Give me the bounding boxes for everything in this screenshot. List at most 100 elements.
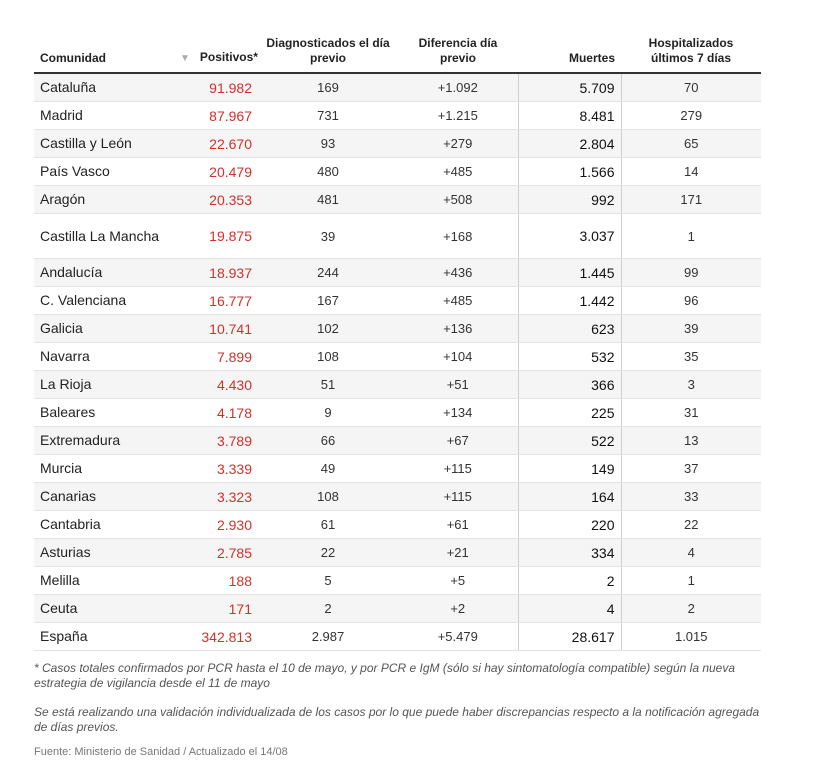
cell-positivos: 342.813 — [174, 623, 258, 651]
cell-comunidad: Navarra — [34, 343, 174, 371]
footnotes: * Casos totales confirmados por PCR hast… — [34, 661, 774, 760]
footnote-pcr: * Casos totales confirmados por PCR hast… — [34, 661, 774, 691]
cell-diagnosticados: 2.987 — [258, 623, 398, 651]
cell-diferencia: +136 — [398, 315, 518, 343]
cell-muertes: 8.481 — [518, 102, 621, 130]
cell-hospitalizados: 2 — [621, 595, 761, 623]
source-line: Fuente: Ministerio de Sanidad / Actualiz… — [34, 745, 774, 760]
table-row: Cataluña 91.982 169 +1.092 5.709 70 — [34, 73, 761, 102]
cell-positivos: 4.178 — [174, 399, 258, 427]
cell-comunidad: Asturias — [34, 539, 174, 567]
cell-positivos: 3.339 — [174, 455, 258, 483]
cell-muertes: 164 — [518, 483, 621, 511]
cell-diferencia: +485 — [398, 158, 518, 186]
cell-hospitalizados: 3 — [621, 371, 761, 399]
cell-diagnosticados: 39 — [258, 214, 398, 259]
cell-positivos: 22.670 — [174, 130, 258, 158]
header-positivos[interactable]: ▼ Positivos* — [174, 28, 258, 73]
cell-hospitalizados: 35 — [621, 343, 761, 371]
cell-muertes: 532 — [518, 343, 621, 371]
table-row: Melilla 188 5 +5 2 1 — [34, 567, 761, 595]
cell-positivos: 87.967 — [174, 102, 258, 130]
cell-hospitalizados: 65 — [621, 130, 761, 158]
cell-positivos: 20.353 — [174, 186, 258, 214]
cell-diagnosticados: 51 — [258, 371, 398, 399]
cell-hospitalizados: 33 — [621, 483, 761, 511]
cell-diferencia: +115 — [398, 455, 518, 483]
cell-muertes: 149 — [518, 455, 621, 483]
cell-comunidad: Ceuta — [34, 595, 174, 623]
table-row: Asturias 2.785 22 +21 334 4 — [34, 539, 761, 567]
cell-comunidad: Murcia — [34, 455, 174, 483]
cell-hospitalizados: 70 — [621, 73, 761, 102]
table-row: Andalucía 18.937 244 +436 1.445 99 — [34, 259, 761, 287]
cell-hospitalizados: 1 — [621, 567, 761, 595]
cell-positivos: 3.323 — [174, 483, 258, 511]
cell-hospitalizados: 14 — [621, 158, 761, 186]
table-row: Canarias 3.323 108 +115 164 33 — [34, 483, 761, 511]
cell-diferencia: +5.479 — [398, 623, 518, 651]
cell-positivos: 188 — [174, 567, 258, 595]
cell-diferencia: +436 — [398, 259, 518, 287]
table-row: Madrid 87.967 731 +1.215 8.481 279 — [34, 102, 761, 130]
cell-diferencia: +168 — [398, 214, 518, 259]
cell-muertes: 4 — [518, 595, 621, 623]
cell-diagnosticados: 2 — [258, 595, 398, 623]
cell-comunidad: Andalucía — [34, 259, 174, 287]
cell-muertes: 522 — [518, 427, 621, 455]
cell-muertes: 1.445 — [518, 259, 621, 287]
cell-hospitalizados: 37 — [621, 455, 761, 483]
header-diagnosticados[interactable]: Diagnosticados el día previo — [258, 28, 398, 73]
cell-diagnosticados: 93 — [258, 130, 398, 158]
cell-diagnosticados: 61 — [258, 511, 398, 539]
cell-comunidad: Galicia — [34, 315, 174, 343]
header-muertes[interactable]: Muertes — [518, 28, 621, 73]
cell-diferencia: +2 — [398, 595, 518, 623]
cell-comunidad: C. Valenciana — [34, 287, 174, 315]
cell-diferencia: +67 — [398, 427, 518, 455]
cell-comunidad: La Rioja — [34, 371, 174, 399]
cell-diferencia: +134 — [398, 399, 518, 427]
cell-muertes: 2.804 — [518, 130, 621, 158]
cell-muertes: 992 — [518, 186, 621, 214]
sort-desc-icon[interactable]: ▼ — [180, 53, 190, 64]
table-row: Cantabria 2.930 61 +61 220 22 — [34, 511, 761, 539]
cell-comunidad: Madrid — [34, 102, 174, 130]
table-row: Aragón 20.353 481 +508 992 171 — [34, 186, 761, 214]
cell-positivos: 4.430 — [174, 371, 258, 399]
header-comunidad[interactable]: Comunidad — [34, 28, 174, 73]
cell-muertes: 1.566 — [518, 158, 621, 186]
cell-positivos: 2.785 — [174, 539, 258, 567]
cell-comunidad: Extremadura — [34, 427, 174, 455]
cell-hospitalizados: 96 — [621, 287, 761, 315]
cell-comunidad: Cantabria — [34, 511, 174, 539]
cell-diagnosticados: 481 — [258, 186, 398, 214]
cell-hospitalizados: 1 — [621, 214, 761, 259]
header-positivos-label: Positivos* — [200, 50, 258, 64]
cell-comunidad: País Vasco — [34, 158, 174, 186]
cell-muertes: 3.037 — [518, 214, 621, 259]
cell-muertes: 225 — [518, 399, 621, 427]
cell-hospitalizados: 31 — [621, 399, 761, 427]
table-row: Ceuta 171 2 +2 4 2 — [34, 595, 761, 623]
cell-positivos: 91.982 — [174, 73, 258, 102]
cell-diagnosticados: 108 — [258, 343, 398, 371]
table-row: Castilla La Mancha 19.875 39 +168 3.037 1 — [34, 214, 761, 259]
cell-diferencia: +61 — [398, 511, 518, 539]
cell-muertes: 220 — [518, 511, 621, 539]
cell-diagnosticados: 731 — [258, 102, 398, 130]
cell-positivos: 20.479 — [174, 158, 258, 186]
cell-diagnosticados: 169 — [258, 73, 398, 102]
cell-positivos: 3.789 — [174, 427, 258, 455]
table-header: Comunidad ▼ Positivos* Diagnosticados el … — [34, 28, 761, 73]
cell-hospitalizados: 4 — [621, 539, 761, 567]
cell-muertes: 5.709 — [518, 73, 621, 102]
cell-comunidad: Melilla — [34, 567, 174, 595]
cell-comunidad: Castilla La Mancha — [34, 214, 174, 259]
header-diferencia[interactable]: Diferencia día previo — [398, 28, 518, 73]
cell-diagnosticados: 49 — [258, 455, 398, 483]
header-hospitalizados[interactable]: Hospitalizados últimos 7 días — [621, 28, 761, 73]
table-row: España 342.813 2.987 +5.479 28.617 1.015 — [34, 623, 761, 651]
cell-positivos: 18.937 — [174, 259, 258, 287]
cell-muertes: 623 — [518, 315, 621, 343]
